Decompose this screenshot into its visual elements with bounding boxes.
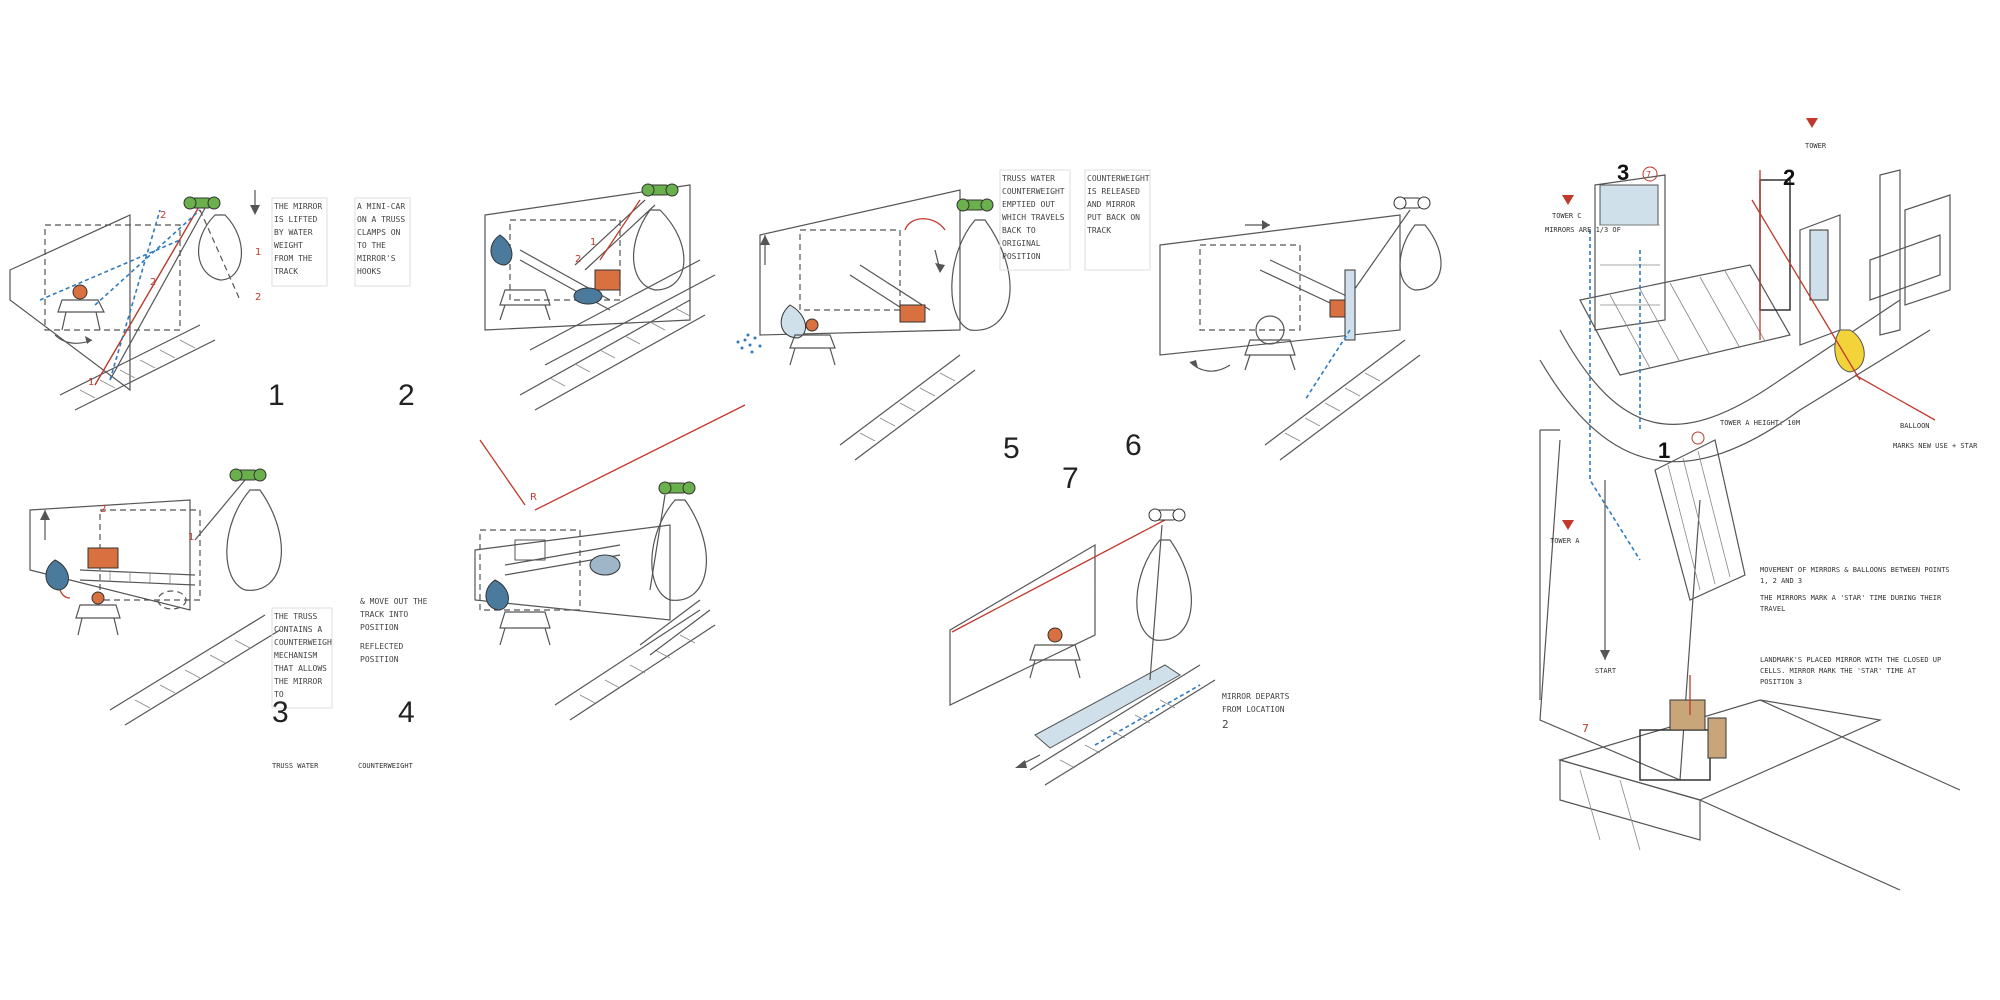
winch-green-3 [229, 468, 267, 482]
panel-5-note: TRUSS WATER COUNTERWEIGHT EMPTIED OUT WH… [999, 169, 1071, 271]
tower-a-label: TOWER A [1550, 537, 1580, 545]
panel-7-drawing [949, 508, 1216, 786]
panel-1-number: 1 [268, 379, 285, 412]
svg-text:1: 1 [255, 247, 261, 258]
panel-6-note-text: COUNTERWEIGHT IS RELEASED AND MIRROR PUT… [1087, 174, 1150, 235]
panel-2-note: A MINI-CAR ON A TRUSS CLAMPS ON TO THE M… [354, 197, 411, 287]
panel-1-note-text: THE MIRROR IS LIFTED BY WATER WEIGHT FRO… [274, 202, 323, 276]
panel-1: 2 1 2 2 1 [9, 190, 261, 411]
panel-4-note2-text: REFLECTED POSITION [360, 642, 404, 664]
svg-text:2: 2 [255, 292, 261, 303]
panel-3-drawing: 2 1 [29, 468, 282, 726]
tower-c-sub: MIRRORS ARE 1/3 OF [1545, 226, 1621, 234]
site-plan-drawing [1539, 118, 1961, 891]
panel-4-drawing: R [474, 404, 746, 721]
winch-green [183, 196, 221, 210]
panel-2-number: 2 [398, 379, 415, 412]
footer-right: COUNTERWEIGHT [358, 762, 414, 770]
panel-7-number: 7 [1062, 462, 1079, 495]
svg-text:2: 2 [160, 210, 166, 221]
tower-c-label: TOWER C [1552, 212, 1582, 220]
svg-text:1: 1 [88, 377, 94, 388]
winch-green-5 [956, 198, 994, 212]
plan-label-7: 7 [1582, 722, 1589, 735]
panel-5-number: 5 [1003, 432, 1020, 465]
panel-3-note-text: THE TRUSS CONTAINS A COUNTERWEIGHT MECHA… [274, 612, 332, 699]
winch-grey-7 [1148, 508, 1186, 522]
panel-4-note-text: & MOVE OUT THE TRACK INTO POSITION [360, 597, 428, 632]
panel-2-drawing: 1 2 [484, 183, 716, 411]
panel-7-note: MIRROR DEPARTS FROM LOCATION 2 [1222, 692, 1290, 731]
mirrors-mark-note: THE MIRRORS MARK A 'STAR' TIME DURING TH… [1760, 594, 1942, 613]
plan-label-3: 3 [1617, 160, 1629, 185]
panel-2-note-text: A MINI-CAR ON A TRUSS CLAMPS ON TO THE M… [357, 202, 406, 276]
balloon-label: BALLOON [1900, 422, 1930, 430]
winch-green-4 [658, 481, 696, 495]
counterweight-ball [72, 284, 88, 300]
water-spray [736, 333, 762, 354]
plan-circle-7: 7 [1646, 170, 1651, 179]
svg-text:2: 2 [100, 504, 106, 515]
panel-4-note: & MOVE OUT THE TRACK INTO POSITION REFLE… [360, 597, 428, 664]
panel-1-note: THE MIRROR IS LIFTED BY WATER WEIGHT FRO… [271, 197, 328, 287]
svg-text:1: 1 [188, 532, 194, 543]
svg-text:2: 2 [150, 277, 156, 288]
winch-green-2 [641, 183, 679, 197]
panel-4-number: 4 [398, 696, 415, 729]
tower-top-label: TOWER [1805, 142, 1827, 150]
tower-a-height: TOWER A HEIGHT: 10M [1720, 419, 1800, 427]
panel-3-number: 3 [272, 696, 289, 729]
panel-7-note2-text: 2 [1222, 718, 1229, 731]
panel-7-note-text: MIRROR DEPARTS FROM LOCATION [1222, 692, 1290, 714]
footer-left: TRUSS WATER [272, 762, 319, 770]
red-tag-r: R [530, 492, 537, 503]
landmark-note: LANDMARK'S PLACED MIRROR WITH THE CLOSED… [1760, 656, 1942, 686]
start-label: START [1595, 667, 1617, 675]
winch-grey-6 [1393, 196, 1431, 210]
movement-note: MOVEMENT OF MIRRORS & BALLOONS BETWEEN P… [1760, 566, 1950, 585]
plan-label-2: 2 [1783, 165, 1795, 190]
panel-6-note: COUNTERWEIGHT IS RELEASED AND MIRROR PUT… [1084, 169, 1151, 271]
panel-6-number: 6 [1125, 429, 1142, 462]
panel-3-note: THE TRUSS CONTAINS A COUNTERWEIGHT MECHA… [271, 607, 333, 709]
plan-label-1: 1 [1658, 438, 1670, 463]
svg-text:1: 1 [590, 237, 596, 248]
panel-5-drawing [736, 189, 1011, 461]
panel-5-note-text: TRUSS WATER COUNTERWEIGHT EMPTIED OUT WH… [1002, 174, 1065, 261]
svg-text:2: 2 [575, 254, 581, 265]
panel-6-drawing [1159, 196, 1442, 461]
balloon-sub: MARKS NEW USE + STAR [1893, 442, 1978, 450]
